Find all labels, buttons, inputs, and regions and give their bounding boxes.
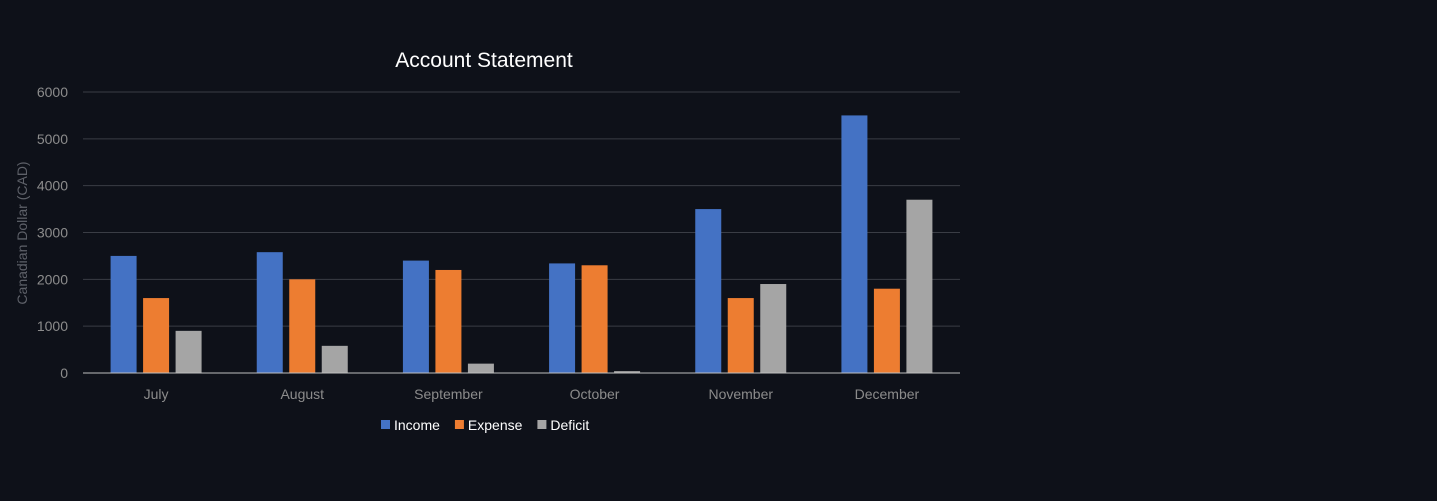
bar-income-october [549, 263, 576, 373]
legend-swatch [454, 420, 464, 429]
y-axis-ticks: 0 1000 2000 3000 4000 5000 6000 [37, 84, 68, 381]
bar-deficit-december [906, 199, 933, 373]
bar-deficit-july [175, 330, 202, 373]
legend-label: Deficit [550, 417, 589, 433]
x-tick-label: July [144, 386, 169, 402]
legend-swatch [537, 420, 547, 429]
bar-deficit-november [760, 284, 787, 373]
chart-title: Account Statement [395, 49, 573, 72]
bar-expense-august [289, 279, 316, 373]
y-tick-label: 5000 [37, 131, 68, 147]
bar-income-july [110, 255, 137, 373]
legend-item-expense: Expense [454, 417, 523, 433]
legend-label: Expense [468, 417, 523, 433]
bar-income-september [402, 260, 429, 373]
y-tick-label: 2000 [37, 271, 68, 287]
bar-expense-july [143, 298, 170, 373]
bar-deficit-august [321, 345, 348, 373]
y-tick-label: 0 [60, 365, 68, 381]
bar-income-december [841, 115, 868, 374]
bar-expense-december [873, 288, 900, 373]
bars [110, 115, 933, 374]
bar-income-august [256, 252, 283, 373]
y-axis-label: Canadian Dollar (CAD) [14, 161, 30, 304]
legend-item-deficit: Deficit [537, 417, 589, 433]
x-axis-ticks: July August September October November Decemb… [144, 386, 920, 402]
bar-deficit-september [467, 363, 494, 373]
x-tick-label: September [414, 386, 483, 402]
legend-item-income: Income [381, 417, 440, 433]
y-tick-label: 3000 [37, 225, 68, 241]
x-tick-label: August [280, 386, 324, 402]
x-tick-label: November [708, 386, 773, 402]
legend-swatch [381, 420, 390, 429]
bar-deficit-october [614, 371, 641, 373]
legend: Income Expense Deficit [381, 417, 589, 433]
bar-expense-november [727, 298, 754, 373]
gridlines [83, 91, 960, 327]
legend-label: Income [394, 417, 440, 433]
bar-income-november [695, 209, 722, 373]
bar-expense-october [581, 265, 608, 373]
bar-expense-september [435, 269, 462, 373]
x-tick-label: December [855, 386, 920, 402]
y-tick-label: 1000 [37, 318, 68, 334]
x-tick-label: October [570, 386, 620, 402]
y-tick-label: 6000 [37, 84, 68, 100]
y-tick-label: 4000 [37, 178, 68, 194]
